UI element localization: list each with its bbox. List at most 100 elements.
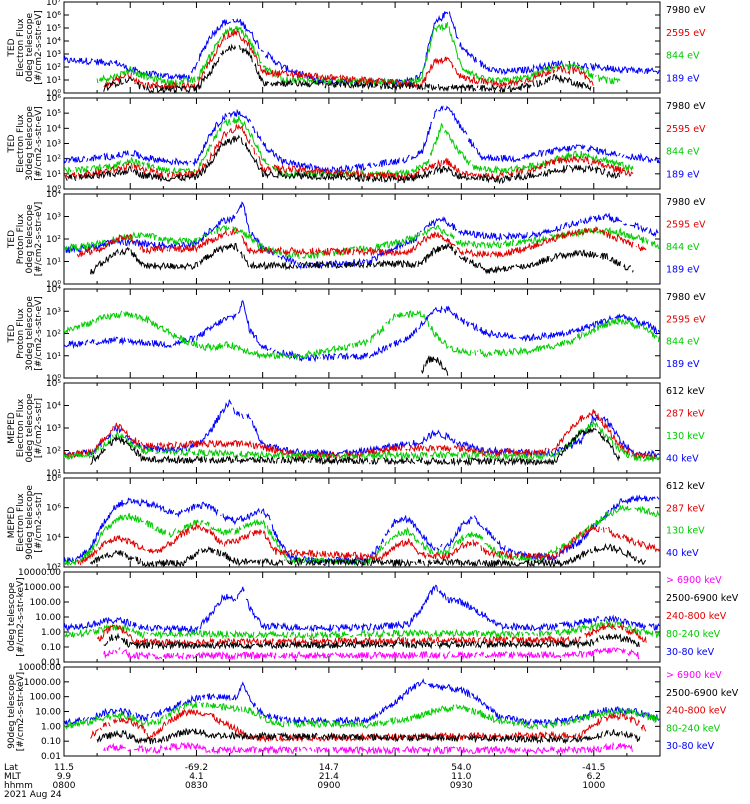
x-tick-label: 0830 [185, 781, 208, 791]
panel-2-legend-red: 2595 eV [666, 124, 706, 135]
panel-3-frame [63, 193, 661, 285]
panel-7-legend-red: 240-800 keV [666, 611, 727, 622]
panel-4-ylabel: 30deg telescope [25, 296, 35, 371]
panel-7-ytick-label: 0.01 [41, 658, 61, 668]
panel-5-legend-blue: 40 keV [666, 454, 699, 465]
panel-1-ytick-label: 10⁶ [46, 11, 61, 21]
panel-8-legend-red: 240-800 keV [666, 706, 727, 717]
panel-7-legend-black: 2500-6900 keV [666, 593, 739, 604]
panel-2-ylabel: 30deg telescope [25, 106, 35, 181]
panel-7-series-black [103, 632, 640, 651]
panel-5-series-black [90, 427, 621, 467]
panel-7-series-blue [64, 584, 660, 634]
panel-3-ylabel: TED [7, 230, 17, 249]
panel-1-ytick-label: 10⁵ [46, 24, 61, 34]
panel-6-ytick-label: 10⁴ [46, 533, 61, 543]
panel-8-ytick-label: 0.10 [41, 737, 61, 747]
panel-8-frame [63, 666, 661, 757]
panel-4-ylabel: TED [7, 324, 17, 343]
panel-4-series-blue [64, 300, 660, 363]
panel-6-frame [63, 477, 661, 568]
panel-1-ytick-label: 10⁷ [46, 0, 61, 8]
panel-7-legend-magenta: > 6900 keV [666, 575, 722, 586]
x-tick-label: 21.4 [319, 772, 339, 782]
panel-3-series-blue [64, 201, 659, 270]
panel-8-ytick-label: 10000.00 [18, 663, 61, 673]
panel-1-ylabel: [#/cm2-s-str-eV] [34, 10, 44, 85]
x-tick-label: 11.5 [54, 763, 74, 773]
panel-8-legend-blue: 30-80 keV [666, 741, 715, 752]
panel-5-legend-black: 612 keV [666, 386, 705, 397]
panel-2-ylabel: Electron Flux [16, 114, 26, 173]
panel-7-ytick-label: 1.00 [41, 628, 61, 638]
x-tick-label: 4.1 [189, 772, 203, 782]
panel-6-ytick-label: 10⁶ [46, 504, 61, 514]
panel-8-series-green [64, 700, 660, 731]
panel-1-legend-red: 2595 eV [666, 28, 706, 39]
panel-3-legend-black: 7980 eV [666, 197, 706, 208]
panel-4-ytick-label: 10⁰ [46, 374, 61, 384]
panel-4-legend-red: 2595 eV [666, 314, 706, 325]
x-tick-label: 9.9 [57, 772, 72, 782]
panel-3-series-green [64, 224, 660, 260]
panel-1-ylabel: TED [7, 38, 17, 57]
panel-6-series-blue [64, 494, 660, 566]
panel-5-ytick-label: 10² [46, 447, 61, 457]
panel-2-series-blue [64, 105, 660, 175]
panel-5-series-green [64, 420, 660, 462]
panel-5-ylabel: 0deg telescope [25, 393, 35, 463]
panel-1-series-red [103, 28, 594, 90]
x-tick-label: 0900 [317, 781, 340, 791]
panel-7-ytick-label: 100.00 [30, 598, 62, 608]
panel-6-legend-blue: 40 keV [666, 548, 699, 559]
panel-6-series-red [77, 522, 660, 566]
panel-3-ylabel: 0deg telescope [25, 204, 35, 274]
panel-3-ylabel: [#/cm2-s-str-eV] [34, 202, 44, 277]
panel-4-ytick-label: 10¹ [46, 352, 61, 362]
panel-2-ytick-label: 10³ [46, 140, 61, 150]
panel-8-ylabel: 90deg telescope [7, 674, 17, 749]
panel-6-ylabel: Electron Flux [16, 493, 26, 552]
panel-3-series-red [76, 226, 647, 259]
panel-4-ytick-label: 10³ [46, 307, 61, 317]
panel-7-ytick-label: 1000.00 [24, 583, 61, 593]
panel-4-legend-blue: 189 eV [666, 359, 700, 370]
panel-3-legend-green: 844 eV [666, 242, 700, 253]
panel-8-series-magenta [103, 741, 634, 756]
panel-8-legend-green: 80-240 keV [666, 723, 721, 734]
panel-3-legend-blue: 189 eV [666, 265, 700, 276]
panel-8-ylabel: [#/cm2-s-str-keV] [16, 672, 26, 751]
panel-1-ytick-label: 10⁴ [46, 37, 61, 47]
panel-7-ytick-label: 10000.00 [18, 568, 61, 578]
panel-6-legend-green: 130 keV [666, 526, 705, 537]
panel-7-series-magenta [103, 647, 640, 661]
x-row-label-hhmm: hhmm [4, 781, 33, 791]
x-tick-label: 1000 [582, 781, 605, 791]
panel-3-ylabel: Proton Flux [16, 213, 26, 264]
panel-2-legend-green: 844 eV [666, 147, 700, 158]
panel-8-ytick-label: 100.00 [30, 693, 62, 703]
panel-2-ytick-label: 10⁶ [46, 94, 61, 104]
panel-6-legend-red: 287 keV [666, 503, 705, 514]
panel-2-ytick-label: 10⁰ [46, 185, 61, 195]
panel-3-ytick-label: 10⁰ [46, 280, 61, 290]
panel-1-ylabel: Electron Flux [16, 18, 26, 77]
panel-3-legend-red: 2595 eV [666, 220, 706, 231]
panel-2-series-black [65, 134, 620, 185]
panel-3-ytick-label: 10⁴ [46, 190, 61, 200]
panel-2-ytick-label: 10² [46, 155, 61, 165]
x-tick-label: -69.2 [185, 763, 208, 773]
panel-5-ylabel: [#/cm2-s-str] [34, 398, 44, 458]
panel-4-legend-black: 7980 eV [666, 292, 706, 303]
panel-7-ylabel: [#/cm2-s-str-keV] [16, 577, 26, 656]
panel-6-ylabel: [#/cm2-s-str] [34, 492, 44, 552]
panel-8-legend-black: 2500-6900 keV [666, 688, 739, 699]
x-tick-label: 11.0 [451, 772, 471, 782]
panel-1-ytick-label: 10⁰ [46, 89, 61, 99]
panel-5-legend-green: 130 keV [666, 431, 705, 442]
panel-8-ytick-label: 10.00 [35, 708, 61, 718]
panel-5-ytick-label: 10³ [46, 424, 61, 434]
panel-1-ytick-label: 10³ [46, 50, 61, 60]
